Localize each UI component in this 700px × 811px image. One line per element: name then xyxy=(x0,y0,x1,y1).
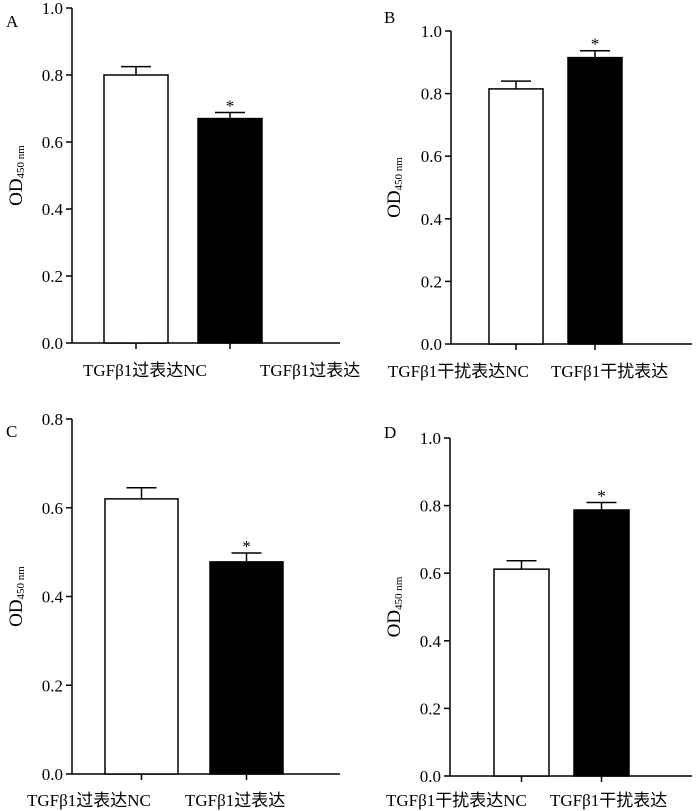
category-label: TGFβ1过表达 xyxy=(260,361,360,380)
significance-marker: * xyxy=(591,35,600,54)
category-label: TGFβ1干扰表达NC xyxy=(388,362,529,381)
y-axis-label-main: OD xyxy=(384,190,405,217)
y-tick-label: 0.6 xyxy=(421,147,442,166)
category-label: TGFβ1过表达 xyxy=(185,791,285,810)
bar-control xyxy=(104,498,179,775)
y-tick-label: 0.6 xyxy=(42,133,63,152)
bar-treated xyxy=(573,509,630,777)
significance-marker: * xyxy=(242,537,251,556)
y-tick-label: 0.0 xyxy=(42,334,63,353)
y-axis-label-main: OD xyxy=(6,599,27,626)
y-tick-label: 0.8 xyxy=(42,410,63,429)
y-tick-label: 0.4 xyxy=(42,588,64,607)
bar-treated xyxy=(197,117,263,344)
bar-control xyxy=(103,74,169,344)
y-tick-label: 0.8 xyxy=(42,66,63,85)
chart-panel-a: A 0.0 0.2 0.4 0.6 0.8 1.0 OD450 nm TGFβ1过表达NC * TG… xyxy=(6,0,361,380)
category-label: TGFβ1过表达NC xyxy=(83,361,207,380)
category-label: TGFβ1过表达NC xyxy=(27,791,151,810)
y-axis-label-subscript: 450 nm xyxy=(393,576,405,610)
y-axis-label-main: OD xyxy=(6,178,27,205)
y-tick-label: 0.0 xyxy=(420,767,441,786)
y-tick-label: 0.4 xyxy=(420,632,442,651)
y-tick-label: 1.0 xyxy=(42,0,63,18)
bar-treated xyxy=(567,56,623,345)
y-axis-label: OD450 nm xyxy=(384,157,406,218)
y-tick-label: 0.2 xyxy=(420,699,441,718)
category-label: TGFβ1干扰表达 xyxy=(551,362,668,381)
y-tick-label: 0.8 xyxy=(421,85,442,104)
y-tick-label: 0.0 xyxy=(421,335,442,354)
chart-panel-b: B 0.0 0.2 0.4 0.6 0.8 1.0 OD450 nm TGFβ1干扰表达NC * T… xyxy=(384,8,692,381)
y-tick-label: 0.2 xyxy=(42,267,63,286)
y-tick-label: 0.4 xyxy=(42,200,64,219)
y-tick-label: 0.4 xyxy=(421,210,443,229)
panel-letter: B xyxy=(384,8,395,27)
bar-treated xyxy=(209,561,284,775)
y-axis-label: OD450 nm xyxy=(6,566,28,627)
panel-letter: A xyxy=(6,12,19,31)
y-axis-label-subscript: 450 nm xyxy=(15,566,27,600)
category-label: TGFβ1干扰表达NC xyxy=(386,791,527,810)
y-tick-label: 0.0 xyxy=(42,765,63,784)
bar-control xyxy=(493,568,550,777)
significance-marker: * xyxy=(226,97,235,116)
y-tick-label: 1.0 xyxy=(420,429,441,448)
chart-panel-c: C 0.0 0.2 0.4 0.6 0.8 OD450 nm TGFβ1过表达NC * TGFβ1… xyxy=(6,410,340,810)
panel-letter: C xyxy=(6,422,17,441)
y-tick-label: 1.0 xyxy=(421,22,442,41)
category-label: TGFβ1干扰表达 xyxy=(550,791,667,810)
panel-letter: D xyxy=(384,423,396,442)
y-tick-label: 0.2 xyxy=(421,272,442,291)
y-tick-label: 0.6 xyxy=(42,499,63,518)
bar-control xyxy=(488,88,544,345)
chart-panel-d: D 0.0 0.2 0.4 0.6 0.8 1.0 OD450 nm TGFβ1干扰表达NC * T… xyxy=(384,423,692,810)
y-axis-label-subscript: 450 nm xyxy=(15,145,27,179)
y-tick-label: 0.6 xyxy=(420,564,441,583)
y-tick-label: 0.8 xyxy=(420,497,441,516)
significance-marker: * xyxy=(597,487,606,506)
y-axis-label: OD450 nm xyxy=(6,145,28,206)
y-axis-label-subscript: 450 nm xyxy=(393,157,405,191)
y-tick-label: 0.2 xyxy=(42,676,63,695)
y-axis-label: OD450 nm xyxy=(384,576,406,637)
y-axis-label-main: OD xyxy=(384,610,405,637)
